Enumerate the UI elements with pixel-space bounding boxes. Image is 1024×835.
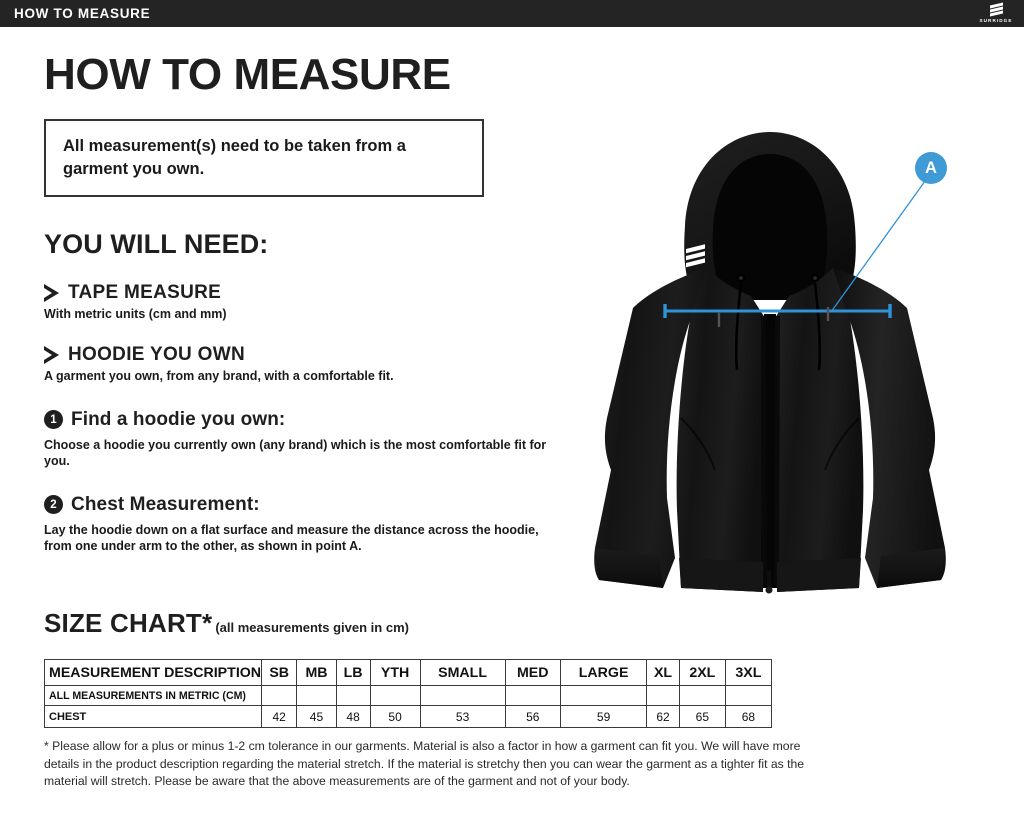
step-title: Find a hoodie you own: (71, 408, 286, 430)
callout-text: All measurement(s) need to be taken from… (63, 137, 406, 178)
step-body: Lay the hoodie down on a flat surface an… (44, 522, 539, 554)
table-col-mb: MB (296, 659, 337, 686)
brand-logo: SURRIDGE (974, 1, 1018, 26)
table-col-2xl: 2XL (678, 659, 726, 686)
hem-left (679, 558, 763, 592)
need-item-sub: With metric units (cm and mm) (44, 307, 227, 322)
table-cell: 62 (646, 705, 680, 728)
hoodie-right-sleeve (833, 268, 946, 588)
table-cell (261, 685, 298, 706)
need-item-sub: A garment you own, from any brand, with … (44, 369, 394, 384)
need-item-label: TAPE MEASURE (68, 282, 222, 304)
marker-leader-line (830, 169, 934, 313)
cuff-left (595, 548, 663, 588)
table-cell-row-label: CHEST (43, 705, 263, 728)
size-chart-heading: SIZE CHART* (all measurements given in c… (44, 608, 409, 639)
measurement-marker-a: A (915, 152, 947, 184)
table-header-row: MEASUREMENT DESCRIPTION SB MB LB YTH SMA… (43, 659, 773, 686)
page-title: HOW TO MEASURE (44, 50, 451, 99)
left-column: HOW TO MEASURE All measurement(s) need t… (44, 50, 604, 555)
drawcord-right (813, 282, 822, 371)
chest-surridge-s-icon (686, 244, 705, 268)
hoodie-left-sleeve-panel (594, 268, 707, 588)
hem-right (777, 558, 861, 592)
table-cell: 59 (559, 705, 648, 728)
brand-logo-wordmark: SURRIDGE (979, 18, 1013, 24)
size-chart-heading-main: SIZE CHART* (44, 608, 213, 638)
table-cell (369, 685, 421, 706)
cuff-right (877, 548, 945, 588)
need-item-label: HOODIE YOU OWN (68, 344, 245, 366)
table-col-sb: SB (261, 659, 298, 686)
table-row: CHEST 42 45 48 50 53 56 59 62 65 68 (43, 705, 773, 728)
need-item-hoodie-you-own: HOODIE YOU OWN A garment you own, from a… (44, 344, 604, 384)
step-1: 1 Find a hoodie you own: Choose a hoodie… (44, 409, 604, 470)
hoodie-front-left (676, 268, 765, 592)
triangle-bullet-icon (44, 346, 59, 365)
top-bar-title: HOW TO MEASURE (14, 5, 151, 21)
step-number-badge: 1 (44, 410, 63, 430)
drawcord-left (734, 282, 743, 371)
table-cell (504, 685, 561, 706)
table-cell (296, 685, 337, 706)
triangle-bullet-icon (44, 284, 59, 303)
table-cell: 65 (678, 705, 726, 728)
top-bar: HOW TO MEASURE SURRIDGE (0, 0, 1024, 27)
surridge-s-icon (989, 2, 1003, 18)
table-cell: 56 (504, 705, 561, 728)
table-cell: 45 (296, 705, 337, 728)
hood-inner (712, 154, 828, 300)
table-cell: 42 (261, 705, 298, 728)
size-chart-table: MEASUREMENT DESCRIPTION SB MB LB YTH SMA… (43, 659, 773, 728)
table-col-yth: YTH (369, 659, 421, 686)
table-cell: 50 (369, 705, 421, 728)
table-col-med: MED (504, 659, 561, 686)
table-cell (646, 685, 680, 706)
table-cell (335, 685, 371, 706)
table-col-measurement-description: MEASUREMENT DESCRIPTION (43, 659, 263, 686)
table-cell (724, 685, 773, 706)
table-cell (678, 685, 726, 706)
table-col-small: SMALL (419, 659, 506, 686)
step-2: 2 Chest Measurement: Lay the hoodie down… (44, 494, 604, 555)
table-cell (419, 685, 506, 706)
table-cell: 53 (419, 705, 506, 728)
table-cell-row-label: ALL MEASUREMENTS IN METRIC (CM) (43, 685, 263, 706)
table-col-xl: XL (646, 659, 680, 686)
hoodie-illustration (555, 118, 985, 613)
hoodie-front-right (775, 268, 864, 592)
table-col-lb: LB (335, 659, 371, 686)
table-cell (559, 685, 648, 706)
chest-measure-line (663, 304, 892, 318)
size-chart-footnote: * Please allow for a plus or minus 1-2 c… (44, 739, 805, 789)
callout-box: All measurement(s) need to be taken from… (44, 119, 484, 198)
table-row: ALL MEASUREMENTS IN METRIC (CM) (43, 685, 773, 706)
table-col-large: LARGE (559, 659, 648, 686)
need-item-tape-measure: TAPE MEASURE With metric units (cm and m… (44, 282, 604, 322)
step-body: Choose a hoodie you currently own (any b… (44, 437, 547, 469)
table-cell: 68 (724, 705, 773, 728)
you-will-need-heading: YOU WILL NEED: (44, 229, 269, 260)
size-chart-heading-note: (all measurements given in cm) (215, 620, 409, 635)
table-col-3xl: 3XL (724, 659, 773, 686)
table-cell: 48 (335, 705, 371, 728)
step-title: Chest Measurement: (71, 493, 260, 515)
step-number-badge: 2 (44, 495, 63, 515)
